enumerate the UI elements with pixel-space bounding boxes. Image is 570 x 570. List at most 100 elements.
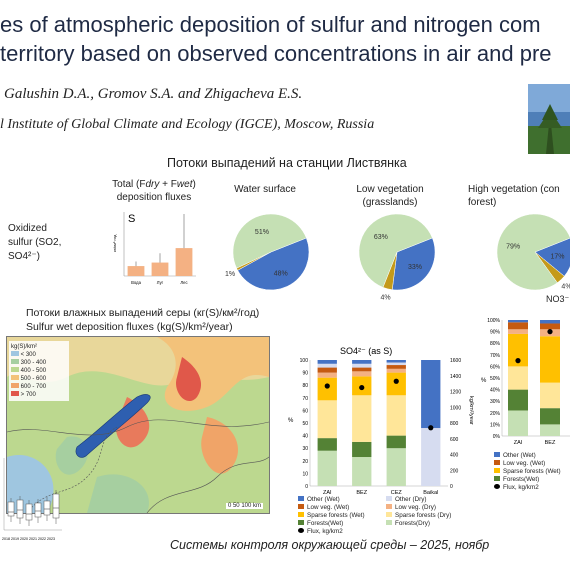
- no3-ytick: 0%: [493, 434, 501, 440]
- pie-slice: [358, 213, 433, 288]
- so4-legend-swatch: [386, 496, 392, 501]
- so4-category-label: Baikal: [423, 490, 438, 496]
- so4-bar-segment: [317, 438, 337, 451]
- so4-ylabel-right: kg/km²/year: [468, 396, 474, 425]
- title-line-1: es of atmospheric deposition of sulfur a…: [0, 12, 541, 37]
- so4-legend-swatch: [386, 504, 392, 509]
- box: [7, 501, 15, 517]
- so4-flux-point: [393, 378, 399, 384]
- total-ylabel: кг/км²·год: [112, 234, 117, 252]
- no3-legend: Other (Wet) Low veg. (Wet) Sparse forests …: [494, 452, 570, 492]
- pie-slice: [391, 237, 436, 291]
- so4-legend-swatch: [298, 496, 304, 501]
- no3-legend-item: Sparse forests (Wet): [494, 468, 570, 476]
- so4-bar-segment: [317, 367, 337, 373]
- no3-legend-label: Other (Wet): [503, 452, 536, 459]
- row-label-oxidized-sulfur: Oxidized sulfur (SO2, SO4²⁻): [8, 222, 68, 264]
- so4-ytick-right: 200: [450, 468, 459, 474]
- so4-bar-segment: [317, 360, 337, 364]
- box: [25, 503, 33, 521]
- pie-slice-label: 4%: [561, 284, 570, 291]
- total-title-line1: Total (F: [112, 179, 146, 190]
- total-bar: [151, 262, 169, 276]
- so4-ytick-right: 1400: [450, 374, 461, 380]
- total-tick-label: Лес: [180, 280, 187, 285]
- no3-bar-segment: [508, 320, 528, 323]
- no3-bar-segment: [540, 382, 560, 409]
- no3-bar-segment: [508, 389, 528, 411]
- so4-flux-point: [428, 425, 434, 431]
- no3-bar-segment: [508, 410, 528, 436]
- no3-bar-segment: [508, 366, 528, 390]
- so4-bar-segment: [352, 371, 372, 377]
- so4-bar-segment: [386, 372, 406, 396]
- so4-bar-segment: [386, 360, 406, 363]
- so4-bar-segment: [386, 395, 406, 436]
- institute: l Institute of Global Climate and Ecolog…: [0, 117, 375, 132]
- so4-ylabel-left: %: [288, 418, 294, 424]
- no3-ytick: 60%: [490, 364, 501, 370]
- no3-legend-item: Flux, kg/km2: [494, 484, 570, 492]
- map-legend-item: 400 - 500: [11, 367, 67, 375]
- pie-water-surface: 48% 1% 51%: [225, 213, 310, 291]
- total-panel-letter: S: [128, 213, 135, 225]
- no3-bar-segment: [540, 424, 560, 436]
- no3-legend-item: Forests(Wet): [494, 476, 570, 484]
- total-tick-label: Вода: [131, 280, 141, 285]
- no3-legend-swatch: [494, 452, 500, 457]
- so4-legend-label: Forests(Dry): [395, 520, 430, 527]
- no3-legend-item: Low veg. (Wet): [494, 460, 570, 468]
- no3-title: NO3⁻: [546, 294, 570, 304]
- pie-slice: [232, 213, 307, 269]
- no3-ytick: 40%: [490, 388, 501, 394]
- no3-ytick: 80%: [490, 341, 501, 347]
- so4-legend-item: Sparse forests (Dry): [386, 512, 474, 520]
- no3-legend-label: Sparse forests (Wet): [503, 468, 561, 475]
- baikal-photo: [528, 84, 570, 154]
- so4-legend: Other (Wet) Other (Dry) Low veg. (Wet) Low …: [298, 496, 478, 536]
- so4-legend-swatch: [298, 504, 304, 509]
- no3-legend-swatch: [494, 460, 500, 465]
- so4-ytick-left: 90: [302, 371, 308, 377]
- so4-legend-item: Flux, kg/km2: [298, 528, 386, 536]
- so4-ytick-left: 80: [302, 383, 308, 389]
- pie-slice-label: 79%: [506, 244, 520, 251]
- so4-ytick-right: 600: [450, 437, 459, 443]
- wet-map-title-en: Sulfur wet deposition fluxes (kg(S)/km²/…: [26, 321, 233, 333]
- so4-legend-swatch: [298, 520, 304, 525]
- no3-legend-swatch: [494, 484, 500, 489]
- so4-bar-segment: [421, 428, 441, 486]
- so4-flux-point: [324, 383, 330, 389]
- boxplot-chart: 2018 2019 2020 2021 2022 2023: [2, 458, 62, 541]
- so4-bar-segment: [317, 450, 337, 486]
- authors: Galushin D.A., Gromov S.A. and Zhigachev…: [4, 86, 303, 102]
- so4-bar-segment: [386, 448, 406, 486]
- total-title-line2: deposition fluxes: [116, 192, 192, 203]
- no3-ytick: 20%: [490, 411, 501, 417]
- so4-bar-segment: [352, 360, 372, 364]
- map-scale: 0 50 100 km: [225, 503, 263, 509]
- box: [43, 500, 51, 516]
- box: [34, 502, 42, 518]
- map-legend-title: kg(S)/km²: [11, 344, 37, 350]
- map-legend-item: 300 - 400: [11, 359, 67, 367]
- row-label-text: Oxidized sulfur (SO2, SO4²⁻): [8, 223, 62, 262]
- so4-title: SO4²⁻ (as S): [340, 346, 392, 356]
- so4-category-label: ZAI: [323, 490, 332, 496]
- so4-category-label: CEZ: [391, 490, 403, 496]
- so4-legend-item: Other (Dry): [386, 496, 474, 504]
- so4-legend-item: Low veg. (Wet): [298, 504, 386, 512]
- so4-ytick-right: 1600: [450, 358, 461, 364]
- map-legend-item: < 300: [11, 351, 67, 359]
- so4-legend-label: Forests(Wet): [307, 520, 344, 527]
- so4-legend-swatch: [386, 520, 392, 525]
- so4-legend-label: Low veg. (Wet): [307, 504, 350, 511]
- so4-ytick-left: 60: [302, 408, 308, 414]
- pie-slice-label: 63%: [374, 234, 388, 241]
- pie-slice-label: 4%: [380, 295, 390, 302]
- so4-bar-segment: [317, 372, 337, 378]
- pie-slice: [496, 213, 570, 291]
- so4-legend-swatch: [386, 512, 392, 517]
- so4-legend-item: Other (Wet): [298, 496, 386, 504]
- no3-legend-swatch: [494, 476, 500, 481]
